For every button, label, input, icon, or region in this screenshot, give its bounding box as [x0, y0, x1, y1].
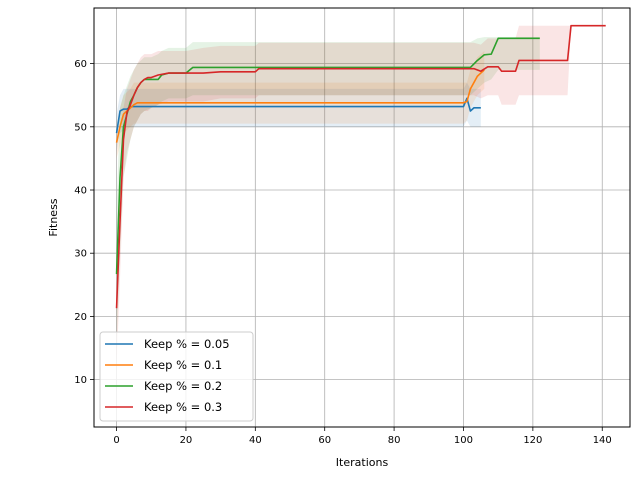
confidence-band: [116, 37, 540, 349]
legend-entry-label: Keep % = 0.05: [144, 337, 230, 351]
y-axis-label: Fitness: [47, 198, 60, 236]
y-tick-label: 20: [74, 312, 87, 323]
y-tick-label: 40: [74, 186, 87, 197]
y-tick-label: 60: [74, 59, 87, 70]
legend-entry-label: Keep % = 0.2: [144, 379, 222, 393]
axis-ticks: 0 20 40 60 80 100 120 140 10 20 30 40 50 60: [74, 59, 612, 446]
series-lines: [115, 24, 606, 309]
x-tick-label: 140: [593, 435, 612, 446]
legend-box: [99, 331, 254, 422]
plot-area-frame: [93, 7, 631, 428]
series-line: [115, 24, 606, 309]
x-tick-label: 60: [318, 435, 331, 446]
series-line: [115, 97, 481, 134]
x-tick-label: 100: [454, 435, 473, 446]
x-tick-label: 120: [523, 435, 542, 446]
x-axis-label: Iterations: [336, 456, 389, 469]
x-tick-label: 40: [249, 435, 262, 446]
legend: Keep % = 0.05 Keep % = 0.1 Keep % = 0.2 Kee…: [99, 331, 254, 422]
x-tick-label: 80: [388, 435, 401, 446]
grid-lines: [94, 8, 630, 427]
confidence-band: [116, 82, 481, 153]
confidence-bands: [116, 25, 606, 367]
x-tick-label: 0: [113, 435, 119, 446]
confidence-band: [116, 50, 485, 159]
legend-entry-label: Keep % = 0.1: [144, 358, 222, 372]
y-tick-label: 50: [74, 122, 87, 133]
confidence-band: [116, 25, 606, 367]
y-tick-label: 30: [74, 249, 87, 260]
x-tick-label: 20: [180, 435, 193, 446]
y-tick-label: 10: [74, 375, 87, 386]
legend-entry-label: Keep % = 0.3: [144, 400, 222, 414]
